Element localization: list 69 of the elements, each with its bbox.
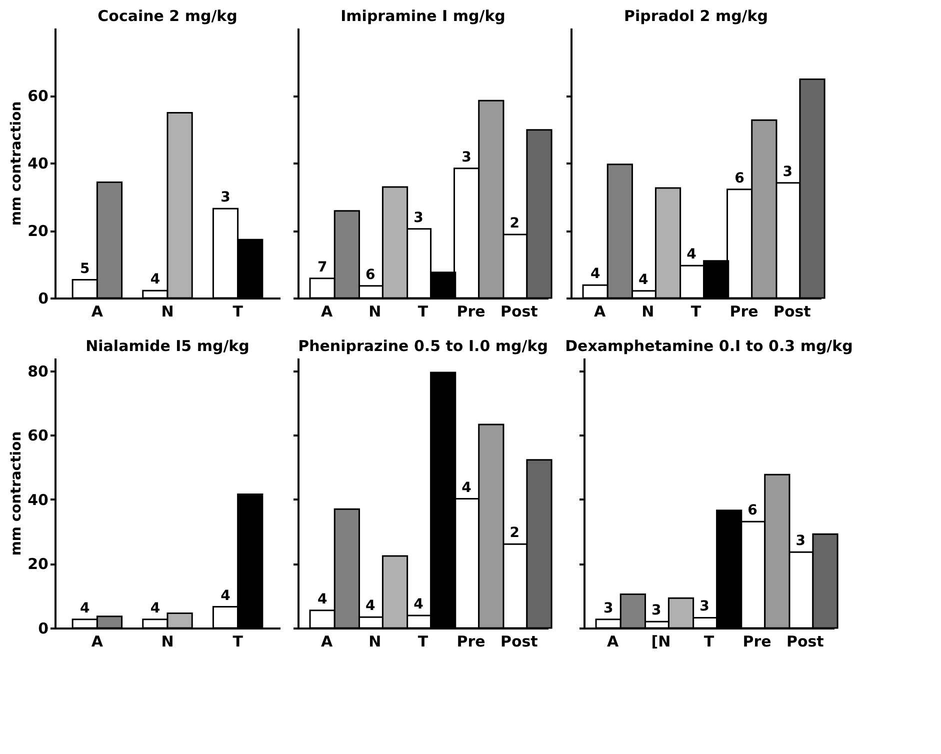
y-tick-label: 20	[28, 222, 48, 240]
annotation: 3	[220, 190, 230, 206]
y-tick-label: 40	[28, 154, 48, 172]
x-tick-label: Post	[500, 632, 538, 650]
annotation: 4	[366, 598, 376, 614]
chart-title: Nialamide I5 mg/kg	[86, 337, 250, 355]
annotation: 6	[734, 170, 744, 186]
y-tick-label: 0	[38, 620, 48, 638]
x-tick-label: N	[161, 302, 174, 320]
chart-title: Dexamphetamine 0.I to 0.3 mg/kg	[565, 337, 853, 355]
x-tick-label: Pre	[456, 632, 486, 650]
chart-title: Imipramine I mg/kg	[340, 7, 506, 25]
x-tick-label: A	[321, 302, 334, 320]
y-tick-label: 80	[28, 362, 48, 380]
y-axis-title: mm contraction	[8, 431, 25, 556]
x-tick-label: A	[91, 632, 104, 650]
annotation: 7	[317, 259, 328, 276]
annotation: 2	[510, 525, 520, 542]
annotation: 3	[700, 598, 710, 615]
annotation: 6	[748, 502, 758, 519]
x-tick-label: Post	[773, 302, 811, 320]
annotation: 3	[782, 164, 793, 180]
x-tick-label: Pre	[456, 302, 486, 320]
chart-title: Cocaine 2 mg/kg	[98, 7, 238, 25]
y-tick-label: 20	[28, 555, 48, 574]
y-axis-title: mm contraction	[8, 101, 25, 226]
annotation: 6	[366, 266, 376, 283]
annotation: 5	[80, 260, 90, 277]
annotation: 4	[150, 272, 160, 288]
x-tick-label: A	[607, 632, 620, 650]
x-tick-label: N	[368, 632, 382, 650]
x-tick-label: T	[690, 302, 702, 320]
x-tick-label: N	[368, 302, 382, 320]
annotation: 4	[686, 246, 697, 263]
annotation: 4	[80, 600, 90, 616]
x-tick-label: T	[232, 632, 244, 650]
x-tick-label: N	[161, 632, 174, 650]
x-tick-label: N	[642, 302, 654, 320]
annotation: 4	[317, 591, 328, 608]
annotation: 3	[796, 533, 806, 550]
annotation: 3	[462, 149, 472, 166]
y-tick-label: 0	[38, 290, 48, 308]
x-tick-label: T	[418, 302, 429, 320]
annotation: 4	[414, 596, 424, 612]
y-tick-label: 60	[28, 87, 48, 105]
chart-title: Pipradol 2 mg/kg	[624, 7, 768, 25]
annotation: 4	[590, 266, 600, 282]
y-tick-label: 60	[28, 426, 48, 445]
annotation: 3	[603, 600, 614, 616]
annotation: 4	[150, 600, 160, 616]
x-tick-label: Post	[786, 632, 824, 650]
x-tick-label: T	[418, 632, 429, 650]
annotation: 3	[414, 210, 424, 226]
x-tick-label: Post	[500, 302, 538, 320]
annotation: 2	[510, 216, 520, 232]
annotation: 4	[638, 272, 649, 288]
x-tick-label: T	[232, 302, 244, 320]
annotation: 3	[652, 602, 662, 619]
x-tick-label: [N	[651, 632, 671, 650]
annotation: 4	[462, 480, 472, 496]
x-tick-label: T	[704, 632, 715, 650]
annotation: 4	[220, 588, 231, 604]
x-tick-label: A	[594, 302, 606, 320]
x-tick-label: A	[321, 632, 334, 650]
x-tick-label: Pre	[742, 632, 772, 650]
chart-title: Pheniprazine 0.5 to I.0 mg/kg	[298, 337, 548, 355]
x-tick-label: Pre	[730, 302, 758, 320]
x-tick-label: A	[91, 302, 104, 320]
y-tick-label: 40	[28, 490, 48, 509]
